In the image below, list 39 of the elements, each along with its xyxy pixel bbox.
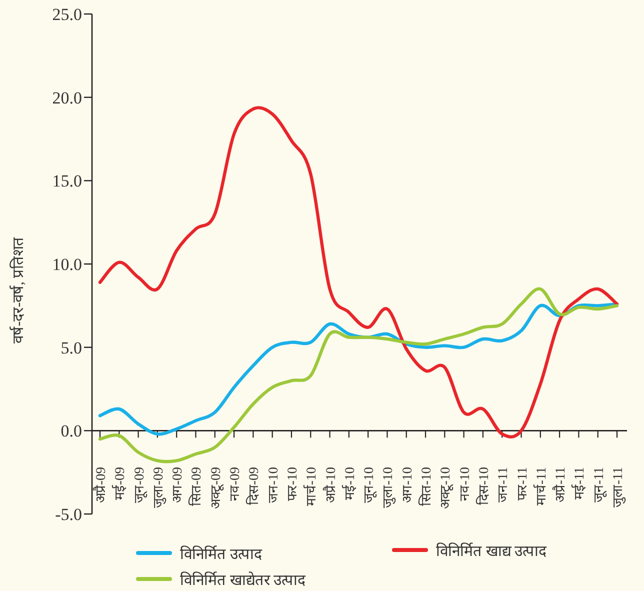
x-tick-label: जुला-10	[380, 466, 396, 508]
x-tick-label: अक्टू-09	[208, 466, 224, 509]
x-tick-label: अग-09	[170, 466, 185, 503]
y-tick-label: 10.0	[52, 255, 82, 274]
x-tick-label: अग-10	[399, 466, 414, 503]
y-tick-label: 25.0	[52, 5, 82, 24]
x-tick-label: मार्च-11	[532, 467, 548, 506]
x-tick-label: जून-09	[131, 466, 148, 503]
x-tick-label: मई-09	[111, 466, 128, 500]
y-tick-label: 0.0	[60, 422, 82, 441]
x-tick-label: सित-09	[188, 466, 204, 506]
y-tick-label: 5.0	[60, 338, 82, 358]
y-axis-title: वर्ष-दर-वर्ष, प्रतिशत	[9, 236, 27, 344]
x-tick-label: अक्टू-10	[438, 466, 454, 509]
x-tick-label: मई-10	[340, 466, 357, 500]
x-tick-label: नव-10	[456, 466, 472, 501]
x-tick-label: फर-11	[514, 467, 530, 500]
legend-label: विनिर्मित खाद्येतर उत्पाद	[180, 571, 306, 589]
x-tick-label: फर-10	[284, 466, 300, 501]
x-tick-label: जुला-11	[610, 467, 626, 508]
x-tick-label: जून-10	[361, 466, 378, 503]
legend-label: विनिर्मित उत्पाद	[180, 545, 263, 563]
y-tick-label: 20.0	[52, 88, 82, 108]
x-tick-label: जन-11	[495, 467, 510, 502]
legend-label: विनिर्मित खाद्य उत्पाद	[436, 542, 548, 560]
y-tick-label: 15.0	[52, 172, 82, 191]
x-tick-label: सित-10	[418, 466, 434, 506]
x-tick-label: दिस-09	[245, 466, 262, 505]
x-tick-label: अप्रै-09	[92, 466, 108, 503]
x-tick-label: मार्च-10	[302, 466, 319, 506]
x-tick-label: जुला-09	[150, 466, 166, 508]
y-tick-label: -5.0	[55, 505, 82, 524]
x-tick-label: नव-09	[227, 466, 242, 501]
x-tick-label: जन-10	[265, 466, 280, 503]
x-tick-label: दिस-10	[474, 466, 491, 505]
x-tick-label: अप्रै-10	[322, 466, 338, 503]
x-tick-label: अप्रै-11	[552, 467, 568, 502]
x-tick-label: जून-11	[590, 467, 607, 502]
x-tick-label: मई-11	[570, 467, 587, 500]
